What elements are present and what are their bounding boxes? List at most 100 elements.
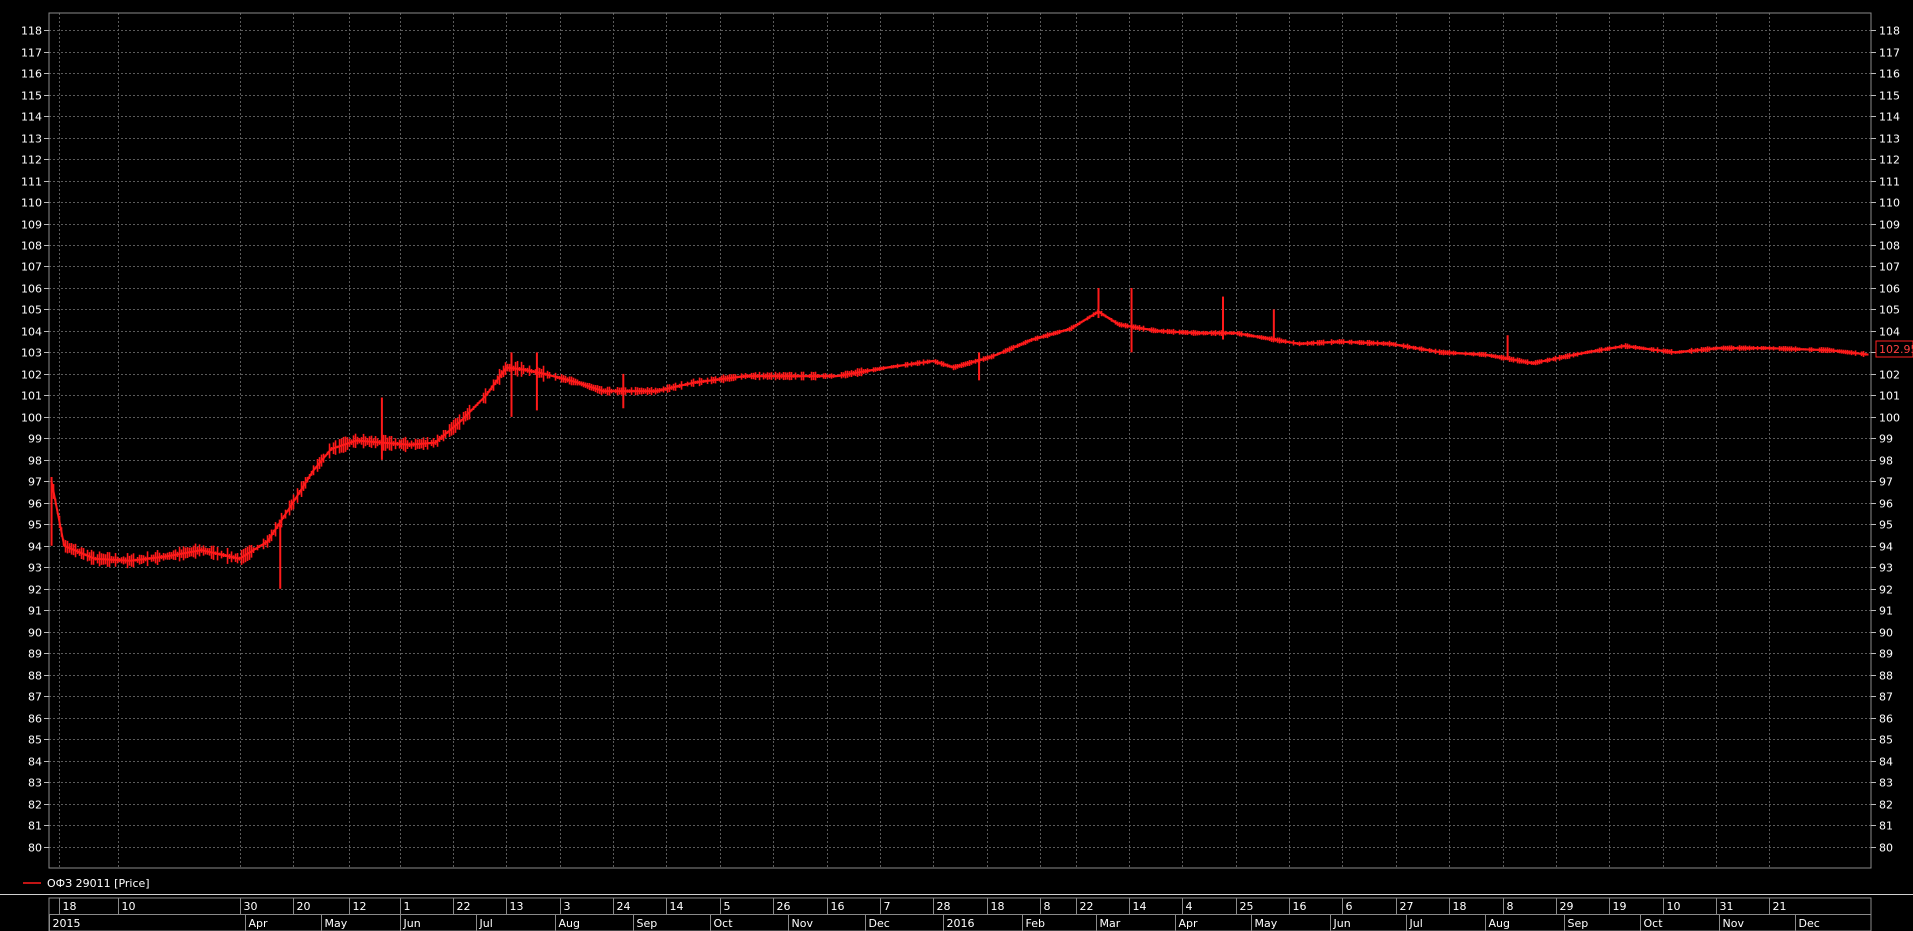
y-tick-label-right: 80	[1879, 842, 1893, 855]
x-month-tick-label: Dec	[869, 917, 890, 930]
y-tick-label-left: 91	[28, 605, 42, 618]
x-day-tick-label: 6	[1346, 900, 1353, 913]
y-tick-label-right: 89	[1879, 648, 1893, 661]
x-day-tick-label: 31	[1720, 900, 1734, 913]
y-tick-label-left: 114	[21, 111, 42, 124]
y-tick-label-left: 92	[28, 584, 42, 597]
y-tick-label-right: 81	[1879, 820, 1893, 833]
last-value-box	[1875, 340, 1913, 358]
x-day-tick-label: 24	[617, 900, 631, 913]
y-tick-label-left: 108	[21, 240, 42, 253]
x-month-tick-label: Nov	[792, 917, 814, 930]
x-day-tick-label: 19	[1613, 900, 1627, 913]
y-tick-label-left: 102	[21, 369, 42, 382]
y-tick-label-left: 87	[28, 691, 42, 704]
x-day-tick-label: 22	[1080, 900, 1094, 913]
x-day-tick-label: 27	[1400, 900, 1414, 913]
y-tick-label-right: 95	[1879, 519, 1893, 532]
y-axis-right: 80 81 82 83 84 85 86 87 88 89 90 91 92 93 94 95 96 97 98 99…	[1871, 25, 1900, 855]
x-day-tick-label: 21	[1773, 900, 1787, 913]
x-day-tick-label: 18	[63, 900, 77, 913]
x-day-tick-label: 26	[777, 900, 791, 913]
x-month-tick-label: Aug	[1489, 917, 1510, 930]
x-day-tick-label: 18	[991, 900, 1005, 913]
y-tick-label-right: 110	[1879, 197, 1900, 210]
x-day-tick-label: 1	[404, 900, 411, 913]
legend: ОФЗ 29011 [Price]	[23, 877, 150, 890]
x-day-tick-label: 12	[353, 900, 367, 913]
y-tick-label-left: 86	[28, 713, 42, 726]
x-month-tick-label: Jun	[403, 917, 421, 930]
x-month-tick-label: Jul	[479, 917, 493, 930]
x-month-tick-label: Feb	[1026, 917, 1045, 930]
y-tick-label-left: 89	[28, 648, 42, 661]
x-month-tick-label: Nov	[1723, 917, 1745, 930]
y-tick-label-left: 113	[21, 133, 42, 146]
y-tick-label-left: 81	[28, 820, 42, 833]
x-month-tick-label: May	[325, 917, 348, 930]
x-day-tick-label: 10	[122, 900, 136, 913]
x-month-tick-label: Oct	[714, 917, 734, 930]
x-axis-months: 2015 Apr May Jun Jul Aug Sep Oct Nov Dec 2016 Feb Ma…	[49, 915, 1820, 931]
y-tick-label-right: 107	[1879, 261, 1900, 274]
y-tick-label-right: 116	[1879, 68, 1900, 81]
y-axis-left: 80 81 82 83 84 85 86 87 88 89 90 91 92 93 94 95 96 97 98 99…	[21, 25, 49, 855]
x-day-tick-label: 22	[457, 900, 471, 913]
x-month-tick-label: Oct	[1644, 917, 1664, 930]
x-month-tick-label: Jul	[1409, 917, 1423, 930]
y-tick-label-right: 105	[1879, 304, 1900, 317]
y-tick-label-left: 111	[21, 176, 42, 189]
x-day-tick-label: 30	[244, 900, 258, 913]
y-tick-label-left: 80	[28, 842, 42, 855]
x-day-tick-label: 10	[1667, 900, 1681, 913]
y-tick-label-right: 87	[1879, 691, 1893, 704]
y-tick-label-left: 83	[28, 777, 42, 790]
y-tick-label-right: 113	[1879, 133, 1900, 146]
last-value-marker: 102.95	[1875, 340, 1913, 358]
x-day-tick-label: 7	[884, 900, 891, 913]
y-tick-label-right: 90	[1879, 627, 1893, 640]
x-month-tick-label: 2015	[53, 917, 81, 930]
y-tick-label-left: 104	[21, 326, 42, 339]
y-tick-label-right: 96	[1879, 498, 1893, 511]
y-tick-label-left: 116	[21, 68, 42, 81]
y-tick-label-left: 109	[21, 219, 42, 232]
y-tick-label-right: 108	[1879, 240, 1900, 253]
y-tick-label-right: 109	[1879, 219, 1900, 232]
y-tick-label-left: 100	[21, 412, 42, 425]
x-day-tick-label: 16	[831, 900, 845, 913]
x-day-tick-label: 3	[564, 900, 571, 913]
y-tick-label-left: 101	[21, 390, 42, 403]
y-tick-label-left: 112	[21, 154, 42, 167]
y-tick-label-right: 84	[1879, 756, 1893, 769]
y-tick-label-left: 106	[21, 283, 42, 296]
y-tick-label-right: 92	[1879, 584, 1893, 597]
x-day-tick-label: 5	[724, 900, 731, 913]
y-tick-label-right: 118	[1879, 25, 1900, 38]
y-tick-label-left: 97	[28, 476, 42, 489]
y-tick-label-left: 95	[28, 519, 42, 532]
y-tick-label-left: 118	[21, 25, 42, 38]
x-month-tick-label: Sep	[1568, 917, 1589, 930]
x-day-tick-label: 13	[510, 900, 524, 913]
last-value-label: 102.95	[1879, 343, 1913, 356]
x-month-tick-label: Aug	[559, 917, 580, 930]
y-tick-label-left: 99	[28, 433, 42, 446]
y-tick-label-right: 112	[1879, 154, 1900, 167]
y-tick-label-left: 90	[28, 627, 42, 640]
x-month-tick-label: Mar	[1100, 917, 1121, 930]
y-tick-label-right: 93	[1879, 562, 1893, 575]
y-tick-label-right: 83	[1879, 777, 1893, 790]
x-axis-days: 18 10 30 20 12 1 22 13 3 24 14 5 26 16 7 28 18 8 22 14 4 25 16…	[59, 898, 1787, 914]
y-tick-label-right: 102	[1879, 369, 1900, 382]
y-tick-label-right: 88	[1879, 670, 1893, 683]
x-day-tick-label: 16	[1293, 900, 1307, 913]
x-month-tick-label: Jun	[1333, 917, 1351, 930]
grid	[49, 13, 1871, 868]
y-tick-label-left: 88	[28, 670, 42, 683]
legend-label: ОФЗ 29011 [Price]	[47, 877, 150, 890]
y-tick-label-right: 104	[1879, 326, 1900, 339]
y-tick-label-right: 111	[1879, 176, 1900, 189]
x-day-tick-label: 25	[1240, 900, 1254, 913]
